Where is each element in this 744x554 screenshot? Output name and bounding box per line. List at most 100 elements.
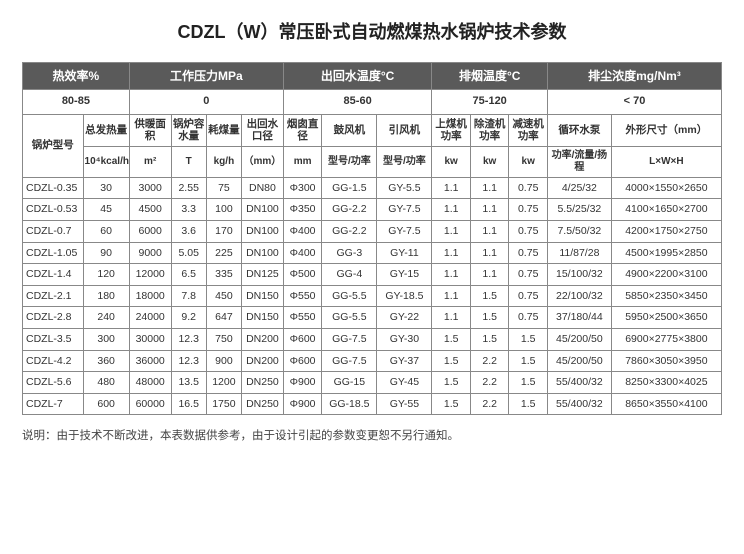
col-coal-unit: kg/h xyxy=(206,146,241,177)
col-chimney-label: 烟囱直径 xyxy=(283,114,322,146)
group-header-row: 热效率% 工作压力MPa 出回水温度°C 排烟温度°C 排尘浓度mg/Nm³ xyxy=(23,63,722,90)
col-model-label: 锅炉型号 xyxy=(23,114,84,177)
cell-reducer: 1.5 xyxy=(509,372,548,394)
cell-blower: GG-18.5 xyxy=(322,393,377,415)
cell-heat: 600 xyxy=(83,393,129,415)
cell-chimney: Φ900 xyxy=(283,372,322,394)
cell-coal: 1200 xyxy=(206,372,241,394)
table-row: CDZL-0.353030002.5575DN80Φ300GG-1.5GY-5.… xyxy=(23,177,722,199)
cell-slagM: 1.1 xyxy=(470,220,509,242)
cell-model: CDZL-1.4 xyxy=(23,264,84,286)
cell-coal: 647 xyxy=(206,307,241,329)
col-cap-label: 锅炉容水量 xyxy=(171,114,206,146)
cell-heat: 240 xyxy=(83,307,129,329)
cell-outDia: DN80 xyxy=(242,177,284,199)
cell-pump: 11/87/28 xyxy=(547,242,611,264)
cell-pump: 15/100/32 xyxy=(547,264,611,286)
cell-cap: 6.5 xyxy=(171,264,206,286)
col-reducer-unit: kw xyxy=(509,146,548,177)
cell-heat: 45 xyxy=(83,199,129,221)
cell-induce: GY-5.5 xyxy=(377,177,432,199)
cell-chimney: Φ550 xyxy=(283,285,322,307)
cell-induce: GY-15 xyxy=(377,264,432,286)
col-blower-unit: 型号/功率 xyxy=(322,146,377,177)
cell-cap: 3.6 xyxy=(171,220,206,242)
cell-blower: GG-4 xyxy=(322,264,377,286)
group-press-value: 0 xyxy=(129,90,283,114)
cell-model: CDZL-0.35 xyxy=(23,177,84,199)
cell-reducer: 0.75 xyxy=(509,264,548,286)
cell-pump: 55/400/32 xyxy=(547,372,611,394)
cell-cap: 12.3 xyxy=(171,328,206,350)
col-heat-label: 总发热量 xyxy=(83,114,129,146)
group-eff-value: 80-85 xyxy=(23,90,130,114)
cell-dims: 8250×3300×4025 xyxy=(611,372,721,394)
cell-blower: GG-2.2 xyxy=(322,199,377,221)
cell-reducer: 0.75 xyxy=(509,199,548,221)
cell-dims: 6900×2775×3800 xyxy=(611,328,721,350)
cell-chimney: Φ400 xyxy=(283,220,322,242)
cell-blower: GG-5.5 xyxy=(322,285,377,307)
cell-chimney: Φ600 xyxy=(283,350,322,372)
col-dims-label: 外形尺寸（mm） xyxy=(611,114,721,146)
col-blower-label: 鼓风机 xyxy=(322,114,377,146)
col-chimney-unit: mm xyxy=(283,146,322,177)
cell-model: CDZL-2.1 xyxy=(23,285,84,307)
cell-cap: 12.3 xyxy=(171,350,206,372)
cell-chimney: Φ500 xyxy=(283,264,322,286)
col-induce-unit: 型号/功率 xyxy=(377,146,432,177)
cell-cap: 2.55 xyxy=(171,177,206,199)
cell-reducer: 1.5 xyxy=(509,350,548,372)
cell-dims: 4500×1995×2850 xyxy=(611,242,721,264)
cell-induce: GY-7.5 xyxy=(377,220,432,242)
cell-slagM: 1.5 xyxy=(470,328,509,350)
col-pump-label: 循环水泵 xyxy=(547,114,611,146)
cell-dims: 4100×1650×2700 xyxy=(611,199,721,221)
cell-area: 48000 xyxy=(129,372,171,394)
cell-pump: 5.5/25/32 xyxy=(547,199,611,221)
cell-coal: 750 xyxy=(206,328,241,350)
col-outdia-label: 出回水口径 xyxy=(242,114,284,146)
cell-area: 24000 xyxy=(129,307,171,329)
cell-area: 9000 xyxy=(129,242,171,264)
cell-dims: 4200×1750×2750 xyxy=(611,220,721,242)
cell-model: CDZL-7 xyxy=(23,393,84,415)
col-coalm-label: 上煤机功率 xyxy=(432,114,471,146)
cell-chimney: Φ900 xyxy=(283,393,322,415)
cell-induce: GY-22 xyxy=(377,307,432,329)
cell-cap: 3.3 xyxy=(171,199,206,221)
group-press-label: 工作压力MPa xyxy=(129,63,283,90)
table-row: CDZL-5.64804800013.51200DN250Φ900GG-15GY… xyxy=(23,372,722,394)
table-row: CDZL-4.23603600012.3900DN200Φ600GG-7.5GY… xyxy=(23,350,722,372)
cell-area: 12000 xyxy=(129,264,171,286)
group-value-row: 80-85 0 85-60 75-120 < 70 xyxy=(23,90,722,114)
cell-cap: 7.8 xyxy=(171,285,206,307)
cell-slagM: 1.1 xyxy=(470,199,509,221)
col-area-unit: m² xyxy=(129,146,171,177)
cell-blower: GG-5.5 xyxy=(322,307,377,329)
cell-dims: 5850×2350×3450 xyxy=(611,285,721,307)
cell-outDia: DN100 xyxy=(242,242,284,264)
cell-heat: 360 xyxy=(83,350,129,372)
cell-cap: 16.5 xyxy=(171,393,206,415)
cell-pump: 22/100/32 xyxy=(547,285,611,307)
cell-coal: 335 xyxy=(206,264,241,286)
col-outdia-unit: （mm） xyxy=(242,146,284,177)
cell-heat: 300 xyxy=(83,328,129,350)
cell-pump: 45/200/50 xyxy=(547,350,611,372)
table-row: CDZL-2.1180180007.8450DN150Φ550GG-5.5GY-… xyxy=(23,285,722,307)
cell-coal: 900 xyxy=(206,350,241,372)
cell-coal: 170 xyxy=(206,220,241,242)
cell-model: CDZL-4.2 xyxy=(23,350,84,372)
cell-slagM: 2.2 xyxy=(470,372,509,394)
cell-reducer: 1.5 xyxy=(509,393,548,415)
cell-cap: 5.05 xyxy=(171,242,206,264)
cell-model: CDZL-1.05 xyxy=(23,242,84,264)
col-area-label: 供暖面积 xyxy=(129,114,171,146)
cell-slagM: 1.1 xyxy=(470,264,509,286)
cell-coalM: 1.5 xyxy=(432,328,471,350)
page-title: CDZL（W）常压卧式自动燃煤热水锅炉技术参数 xyxy=(22,18,722,44)
col-dims-unit: L×W×H xyxy=(611,146,721,177)
cell-induce: GY-18.5 xyxy=(377,285,432,307)
cell-outDia: DN250 xyxy=(242,393,284,415)
